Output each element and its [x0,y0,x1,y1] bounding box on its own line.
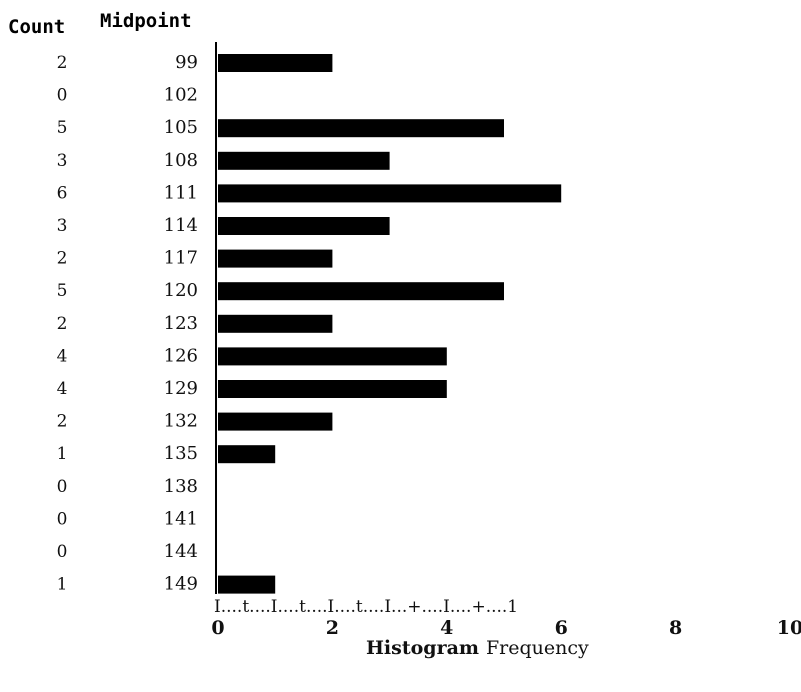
histogram-bar [218,151,390,170]
count-label: 0 [57,86,68,106]
histogram-bar [218,380,447,398]
x-tick-label: 10 [777,617,801,639]
count-label: 3 [57,151,68,171]
x-tick-label: 6 [555,617,568,639]
midpoint-label: 102 [164,85,198,106]
histogram-bar [218,347,447,366]
count-label: 4 [57,346,68,366]
count-label: 2 [57,314,68,334]
midpoint-label: 99 [175,52,198,73]
x-tick-label: 2 [326,617,339,639]
histogram-bar [218,445,276,464]
midpoint-label: 141 [164,508,198,529]
count-label: 3 [57,216,68,236]
histogram-bar [218,314,333,333]
count-header: Count [8,16,65,38]
midpoint-label: 132 [164,411,198,432]
count-label: 0 [57,477,68,497]
count-label: 5 [57,118,68,138]
x-axis-label: Frequency [486,637,589,659]
histogram-bar [218,249,333,268]
count-label: 4 [57,379,68,399]
midpoint-label: 105 [164,117,198,138]
midpoint-label: 149 [164,574,198,595]
histogram-bar [218,119,504,138]
x-tick-label: 0 [211,617,224,639]
count-label: 0 [57,542,68,562]
midpoint-label: 117 [164,248,198,269]
midpoint-label: 129 [164,378,198,399]
midpoint-label: 114 [164,215,198,236]
midpoint-label: 108 [164,150,198,171]
x-tick-label: 4 [440,617,453,639]
midpoint-label: 120 [164,280,198,301]
count-label: 2 [57,412,68,432]
histogram-bar [218,575,276,594]
count-label: 2 [57,53,68,73]
x-axis-ruler: I....t....I....t....I....t....I...+....I… [214,597,518,617]
histogram-bar [218,184,562,203]
x-axis-label-bold: Histogram [366,637,479,659]
histogram-bar [218,282,504,301]
midpoint-label: 138 [164,476,198,497]
midpoint-label: 123 [164,313,198,334]
histogram-bar [218,54,333,72]
count-label: 0 [57,509,68,529]
midpoint-header: Midpoint [100,10,192,32]
count-label: 1 [57,444,68,464]
x-tick-label: 8 [669,617,682,639]
count-label: 5 [57,281,68,301]
midpoint-label: 144 [164,541,198,562]
midpoint-label: 126 [164,345,198,366]
count-label: 6 [57,183,68,203]
midpoint-label: 111 [164,182,198,203]
count-label: 1 [57,575,68,595]
count-label: 2 [57,249,68,269]
histogram-bar [218,217,390,235]
histogram-bar [218,412,333,431]
midpoint-label: 135 [164,443,198,464]
